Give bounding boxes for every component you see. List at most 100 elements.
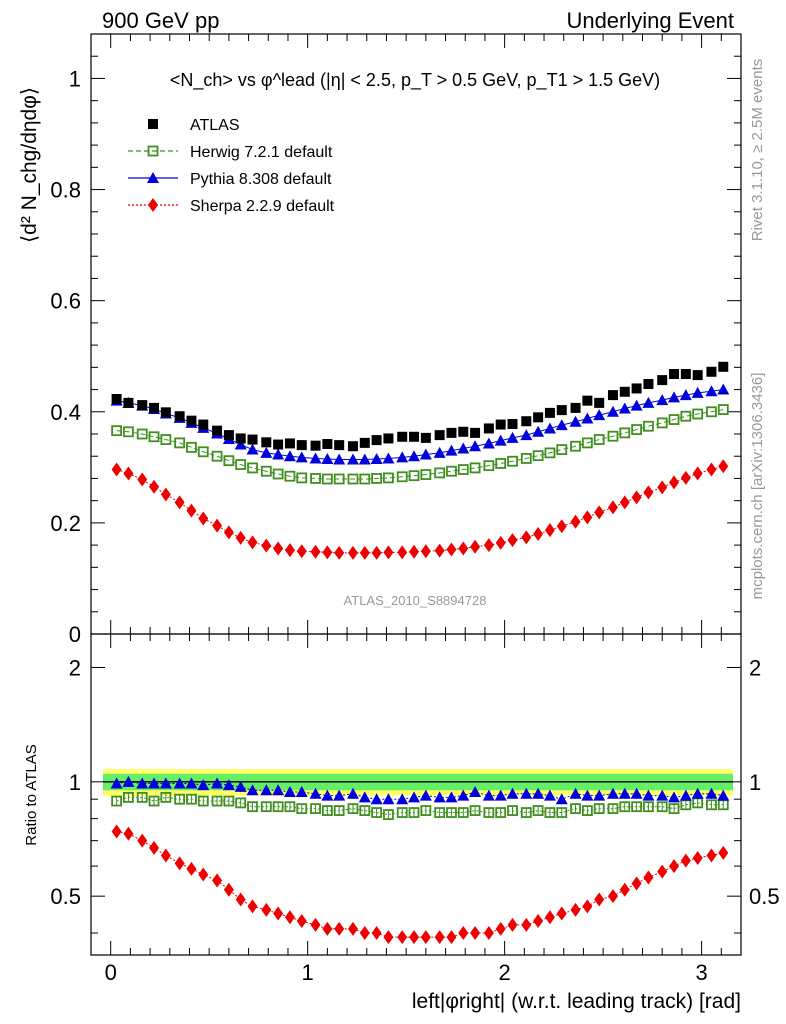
data-point bbox=[247, 535, 258, 550]
data-point bbox=[197, 779, 210, 791]
labels: <N_ch> vs φ^lead (|η| < 2.5, p_T > 0.5 G… bbox=[18, 59, 766, 1013]
data-point bbox=[669, 369, 680, 379]
data-point bbox=[494, 789, 507, 801]
data-point bbox=[717, 404, 729, 415]
data-point bbox=[419, 789, 432, 801]
data-point bbox=[174, 411, 185, 422]
data-point bbox=[359, 437, 370, 448]
data-point bbox=[137, 833, 148, 848]
data-point bbox=[434, 467, 446, 479]
data-point bbox=[434, 543, 445, 558]
data-point bbox=[656, 394, 669, 406]
series-line bbox=[116, 465, 724, 554]
data-point bbox=[408, 791, 421, 803]
data-point bbox=[495, 419, 506, 430]
series-line bbox=[116, 409, 724, 480]
data-point bbox=[185, 777, 198, 789]
data-point bbox=[273, 541, 284, 556]
x-tick-label: 2 bbox=[499, 960, 511, 985]
data-point bbox=[680, 410, 692, 422]
data-point bbox=[310, 544, 321, 559]
data-point bbox=[272, 448, 285, 460]
data-point bbox=[310, 917, 321, 932]
data-point bbox=[619, 427, 631, 439]
data-point bbox=[581, 412, 594, 424]
data-point bbox=[223, 882, 234, 897]
data-point bbox=[630, 787, 643, 799]
data-point bbox=[408, 470, 420, 482]
data-point bbox=[283, 450, 296, 462]
data-point bbox=[212, 425, 223, 436]
data-point bbox=[582, 510, 593, 525]
data-point bbox=[618, 402, 631, 414]
data-point bbox=[643, 870, 654, 885]
data-point bbox=[370, 453, 383, 464]
data-point bbox=[322, 921, 333, 936]
data-point bbox=[272, 784, 285, 796]
data-point bbox=[420, 432, 431, 443]
data-point bbox=[606, 787, 619, 799]
data-point bbox=[419, 448, 432, 460]
data-point bbox=[619, 801, 631, 813]
data-point bbox=[310, 440, 321, 451]
data-point bbox=[160, 434, 172, 445]
data-point bbox=[631, 490, 642, 505]
data-point bbox=[593, 803, 605, 815]
data-point bbox=[310, 473, 321, 484]
data-point bbox=[333, 789, 346, 801]
data-point bbox=[334, 921, 345, 936]
data-point bbox=[507, 455, 518, 467]
data-point bbox=[691, 787, 704, 799]
data-point bbox=[371, 545, 382, 560]
data-point bbox=[533, 914, 544, 929]
y-tick-label: 0 bbox=[69, 622, 81, 647]
data-point bbox=[383, 930, 394, 945]
data-point bbox=[382, 793, 395, 805]
data-point bbox=[197, 795, 209, 807]
data-point bbox=[668, 414, 680, 425]
data-point bbox=[234, 438, 247, 450]
data-point bbox=[272, 468, 284, 480]
data-point bbox=[222, 779, 235, 791]
data-point bbox=[705, 385, 718, 397]
ratio-y-tick-label: 1 bbox=[69, 770, 81, 795]
data-point bbox=[657, 480, 668, 495]
data-point bbox=[273, 439, 284, 450]
data-point bbox=[212, 518, 223, 533]
data-point bbox=[533, 527, 544, 541]
data-point bbox=[657, 864, 668, 879]
data-point bbox=[458, 925, 469, 940]
ratio-series-line bbox=[116, 830, 724, 938]
data-point bbox=[321, 805, 333, 816]
data-point bbox=[122, 775, 135, 787]
data-point bbox=[246, 443, 259, 455]
data-point bbox=[483, 460, 495, 472]
data-point bbox=[434, 430, 445, 441]
header-right: Underlying Event bbox=[566, 8, 734, 33]
data-point bbox=[520, 453, 532, 464]
ratio-y-tick-label: 2 bbox=[69, 655, 81, 680]
data-point bbox=[532, 450, 544, 462]
plot-title: <N_ch> vs φ^lead (|η| < 2.5, p_T > 0.5 G… bbox=[170, 70, 660, 91]
data-point bbox=[247, 434, 258, 445]
data-point bbox=[174, 856, 185, 871]
data-point bbox=[383, 809, 394, 820]
data-point bbox=[692, 370, 703, 381]
data-point bbox=[347, 803, 359, 815]
data-point bbox=[717, 789, 730, 801]
data-point bbox=[581, 805, 593, 816]
data-point bbox=[606, 405, 619, 417]
data-point bbox=[593, 409, 606, 421]
data-point bbox=[123, 397, 134, 408]
data-point bbox=[679, 389, 692, 401]
data-point bbox=[272, 801, 284, 813]
data-point bbox=[482, 789, 495, 801]
data-point bbox=[347, 441, 358, 452]
data-point bbox=[235, 530, 246, 545]
data-point bbox=[457, 464, 469, 475]
data-point bbox=[397, 431, 408, 442]
data-point bbox=[643, 379, 654, 389]
data-point bbox=[174, 793, 186, 805]
data-point bbox=[483, 807, 495, 818]
